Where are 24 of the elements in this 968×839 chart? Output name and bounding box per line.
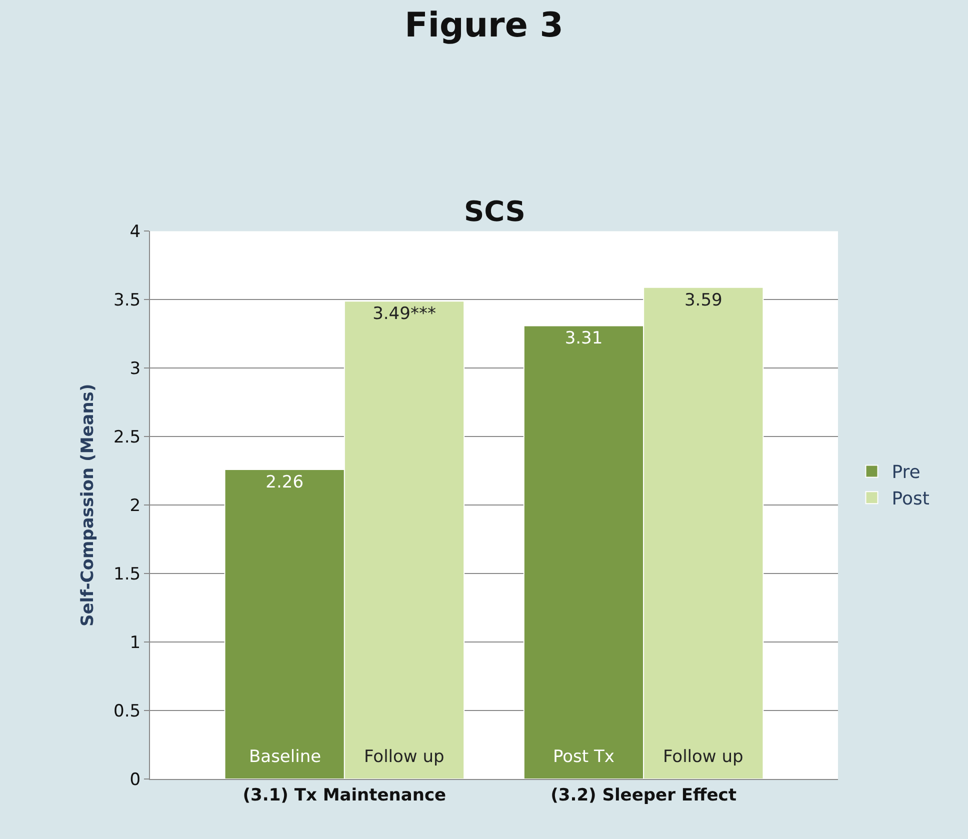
legend-label: Pre — [892, 462, 920, 484]
legend-label: Post — [892, 488, 930, 510]
x-tick-label: (3.1) Tx Maintenance — [242, 785, 446, 806]
annotation: Follow up — [663, 747, 744, 767]
annotation: Baseline — [249, 747, 322, 767]
annotation: Follow up — [364, 747, 444, 767]
data-label: 3.59 — [684, 290, 722, 310]
y-tick-label: 1 — [130, 633, 141, 654]
data-label: 3.31 — [564, 328, 603, 349]
chart-title: Figure 3 — [404, 5, 564, 46]
chart-subtitle: SCS — [464, 195, 526, 228]
y-tick-label: 4 — [130, 222, 141, 242]
y-tick-label: 3 — [130, 359, 141, 380]
data-label: 3.49*** — [372, 304, 436, 324]
y-tick-label: 2.5 — [114, 428, 141, 448]
x-tick-label: (3.2) Sleeper Effect — [550, 785, 736, 806]
y-tick-label: 1.5 — [114, 564, 141, 585]
data-label: 2.26 — [266, 472, 304, 493]
y-tick-label: 2 — [130, 496, 141, 516]
y-tick-label: 0.5 — [114, 701, 141, 722]
annotation: Post Tx — [553, 747, 614, 767]
y-axis-title: Self-Compassion (Means) — [78, 384, 98, 626]
y-tick-label: 0 — [130, 770, 141, 790]
y-tick-label: 3.5 — [114, 290, 141, 311]
